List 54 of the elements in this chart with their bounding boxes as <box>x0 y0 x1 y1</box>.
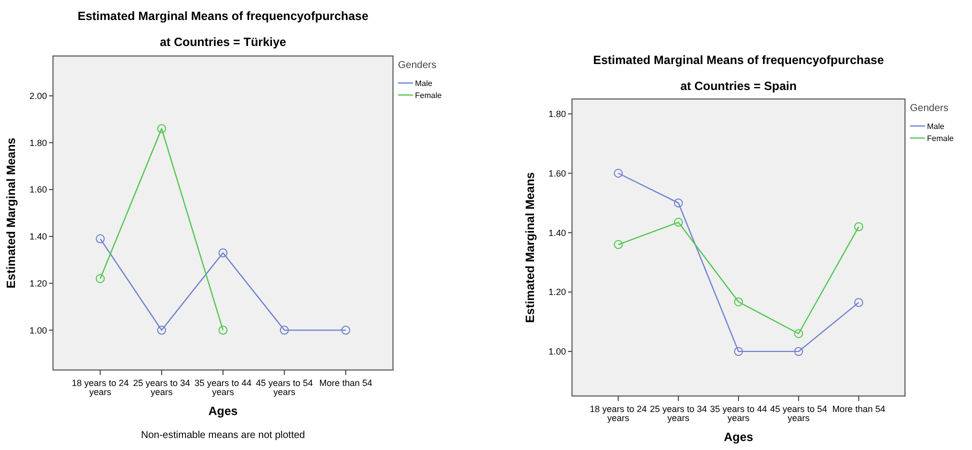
text: Non-estimable means are not plotted <box>141 430 305 441</box>
point <box>794 346 804 356</box>
point <box>734 346 743 356</box>
y-tick-label: 1.20 <box>548 287 566 298</box>
y-tick-label: 1.40 <box>29 232 47 242</box>
x-tick-label: 35 years to 44 years <box>710 404 768 423</box>
y-axis-title: Estimated Marginal Means <box>4 137 18 288</box>
legend-title: Genders <box>398 60 436 71</box>
point <box>734 297 743 306</box>
chart-subtitle: at Countries = Türkiye <box>160 35 287 49</box>
x-tick-label: More than 54 <box>319 378 372 388</box>
legend-title: Genders <box>910 103 948 114</box>
point <box>218 248 228 258</box>
y-tick-label: 1.80 <box>29 138 47 148</box>
point <box>96 234 105 244</box>
y-tick-label: 1.80 <box>548 109 566 119</box>
x-axis-title: Ages <box>724 430 754 444</box>
point <box>341 326 350 335</box>
legend-label: Female <box>927 134 954 143</box>
legend-label: Female <box>415 90 442 100</box>
point <box>614 240 623 250</box>
point <box>96 274 105 284</box>
y-tick-label: 1.60 <box>29 184 47 195</box>
x-tick-label: 18 years to 24 years <box>590 404 647 423</box>
x-tick-label: 25 years to 34 years <box>133 378 190 397</box>
point <box>674 198 683 208</box>
x-tick-label: 25 years to 34 years <box>650 404 707 423</box>
y-tick-label: 1.00 <box>29 325 47 336</box>
point <box>157 326 166 335</box>
chart-title: Estimated Marginal Means of frequencyofpurchase <box>593 53 884 67</box>
point <box>674 218 683 227</box>
chart-subtitle: at Countries = Spain <box>680 79 797 93</box>
chart-title: Estimated Marginal Means of frequencyofpurchase <box>78 9 369 23</box>
y-tick-label: 1.40 <box>548 228 566 238</box>
y-axis-title: Estimated Marginal Means <box>523 172 537 323</box>
legend-label: Male <box>415 78 433 88</box>
x-tick-label: More than 54 <box>832 404 886 414</box>
point <box>794 329 804 338</box>
point <box>854 222 864 232</box>
x-tick-label: 35 years to 44 years <box>194 378 252 397</box>
x-tick-label: 45 years to 54 years <box>256 378 313 397</box>
y-tick-label: 1.20 <box>29 278 47 288</box>
y-tick-label: 1.00 <box>548 346 566 357</box>
point <box>157 124 166 134</box>
point <box>218 326 228 335</box>
point <box>854 298 864 307</box>
point <box>614 168 623 178</box>
legend-label: Male <box>927 122 945 131</box>
point <box>280 326 289 335</box>
x-axis-title: Ages <box>208 404 238 418</box>
x-tick-label: 45 years to 54 years <box>770 404 828 423</box>
y-tick-label: 2.00 <box>29 90 47 101</box>
x-tick-label: 18 years to 24 years <box>72 378 129 397</box>
y-tick-label: 1.60 <box>548 168 566 178</box>
